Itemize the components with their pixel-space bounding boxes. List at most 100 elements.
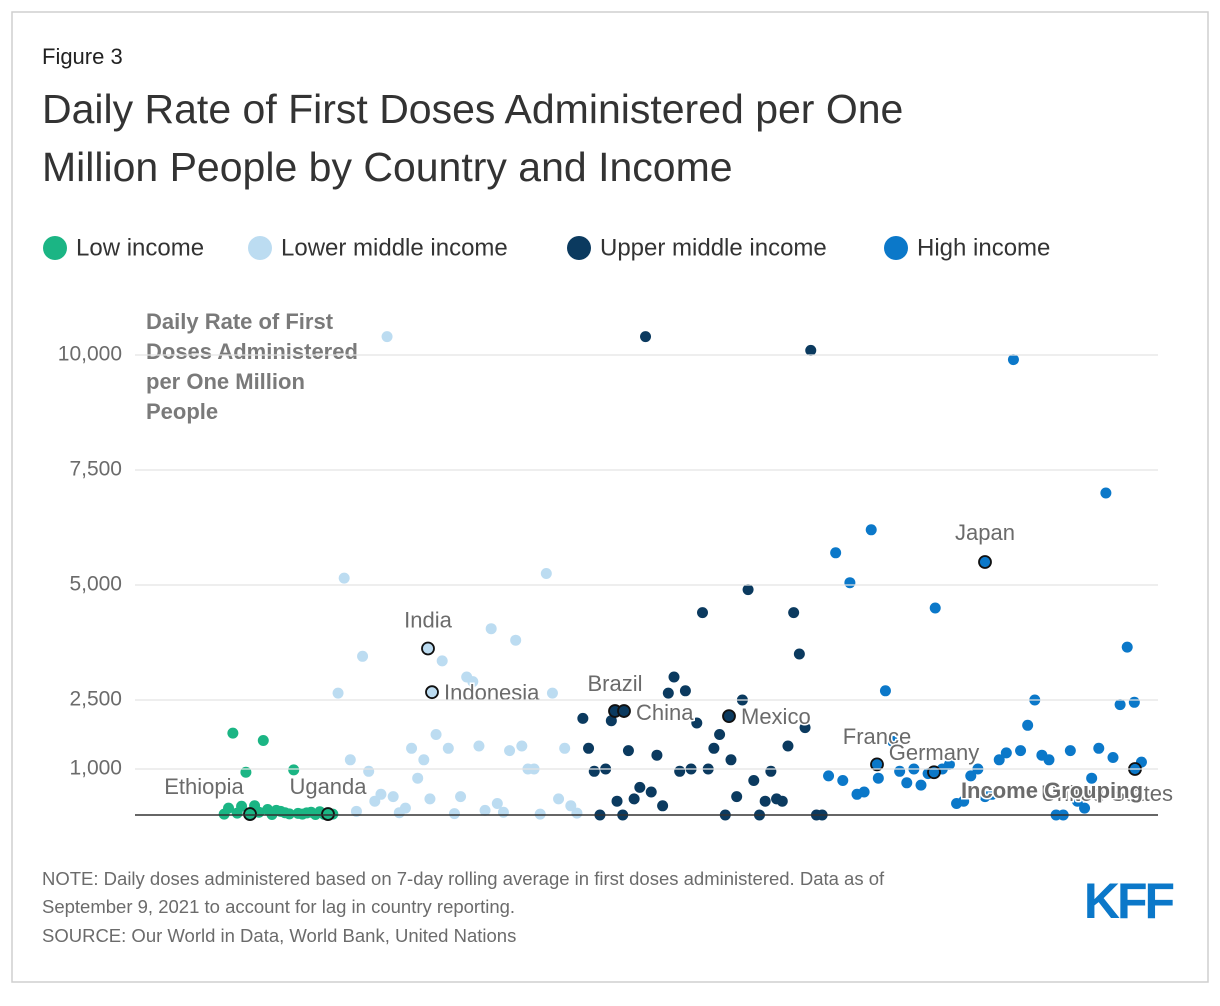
legend-label: Low income [76, 234, 204, 261]
data-point [657, 800, 669, 812]
data-point [473, 740, 485, 752]
data-point [257, 734, 269, 746]
data-point [332, 687, 344, 699]
highlighted-point [321, 807, 335, 821]
point-label: China [636, 700, 694, 725]
data-point [516, 740, 528, 752]
data-point [227, 727, 239, 739]
data-point [387, 791, 399, 803]
point-label: Mexico [741, 704, 811, 729]
y-tick-label: 5,000 [69, 573, 122, 596]
data-point [943, 758, 955, 770]
data-point [986, 788, 998, 800]
data-point [634, 781, 646, 793]
data-point [540, 568, 552, 579]
data-point [929, 602, 941, 614]
data-point [546, 687, 558, 699]
data-point [837, 775, 849, 786]
data-point [534, 808, 546, 820]
data-point [668, 671, 680, 683]
data-point [399, 802, 411, 814]
highlighted-point [617, 704, 631, 718]
data-point [375, 788, 387, 800]
point-label: Brazil [587, 671, 642, 696]
data-point [640, 331, 652, 343]
data-point [830, 547, 842, 559]
data-point [708, 742, 720, 754]
data-point [1071, 795, 1083, 807]
data-point [622, 745, 634, 757]
data-point [691, 717, 703, 729]
data-point [357, 650, 369, 662]
data-point [344, 754, 356, 766]
data-point [497, 806, 509, 818]
data-point [731, 791, 743, 803]
data-point [1107, 752, 1119, 763]
legend-marker [248, 236, 272, 260]
chart-title: Daily Rate of First Doses Administered p… [42, 86, 915, 190]
data-point [1086, 772, 1098, 784]
data-point [697, 607, 708, 619]
highlighted-point [927, 765, 941, 780]
point-label: United States [1041, 781, 1173, 806]
data-point [1121, 641, 1133, 653]
logo: KFF [1084, 873, 1174, 929]
data-point [793, 648, 805, 660]
data-point [491, 798, 503, 809]
data-point [577, 712, 589, 724]
data-point [1114, 699, 1126, 711]
data-point [424, 793, 436, 805]
legend-marker [567, 236, 591, 260]
data-point [571, 807, 583, 819]
frame [11, 11, 1209, 983]
data-point [510, 634, 522, 646]
legend-label: Lower middle income [281, 234, 508, 261]
y-tick-label: 10,000 [58, 343, 122, 366]
point-label: Germany [889, 740, 979, 765]
data-point [872, 772, 884, 784]
data-point [467, 676, 479, 688]
data-point [714, 729, 726, 740]
data-point [915, 779, 927, 791]
data-point [1079, 802, 1091, 814]
note: NOTE: Daily doses administered based on … [42, 868, 889, 917]
data-point [1043, 754, 1055, 766]
data-point [823, 770, 835, 782]
data-point [776, 795, 788, 807]
data-point [485, 623, 497, 635]
data-point [605, 715, 617, 727]
legend-marker [43, 236, 67, 260]
source: SOURCE: Our World in Data, World Bank, U… [42, 925, 516, 946]
data-point [858, 786, 870, 798]
highlighted-point [870, 757, 884, 772]
data-point [1015, 745, 1027, 757]
data-point [448, 808, 460, 820]
data-point [1100, 487, 1112, 499]
data-point [759, 795, 771, 807]
data-point [965, 770, 977, 782]
data-point [799, 722, 811, 734]
data-point [436, 655, 448, 667]
data-point [588, 765, 600, 777]
data-point [805, 344, 817, 356]
data-point [662, 687, 674, 699]
data-point [679, 685, 691, 697]
data-point [958, 795, 970, 807]
point-label: Japan [955, 520, 1015, 545]
data-point [442, 742, 454, 754]
data-point [381, 331, 393, 343]
data-point [628, 793, 640, 805]
data-point [742, 584, 754, 596]
data-point [1093, 742, 1105, 754]
data-point [583, 742, 595, 754]
data-point [748, 775, 760, 786]
legend-marker [884, 236, 908, 260]
point-label: Indonesia [444, 680, 540, 705]
data-point [788, 607, 800, 619]
data-point [1064, 745, 1076, 757]
data-point [887, 735, 899, 747]
x-axis-title: Income Grouping [961, 778, 1143, 803]
highlighted-point [421, 641, 435, 656]
